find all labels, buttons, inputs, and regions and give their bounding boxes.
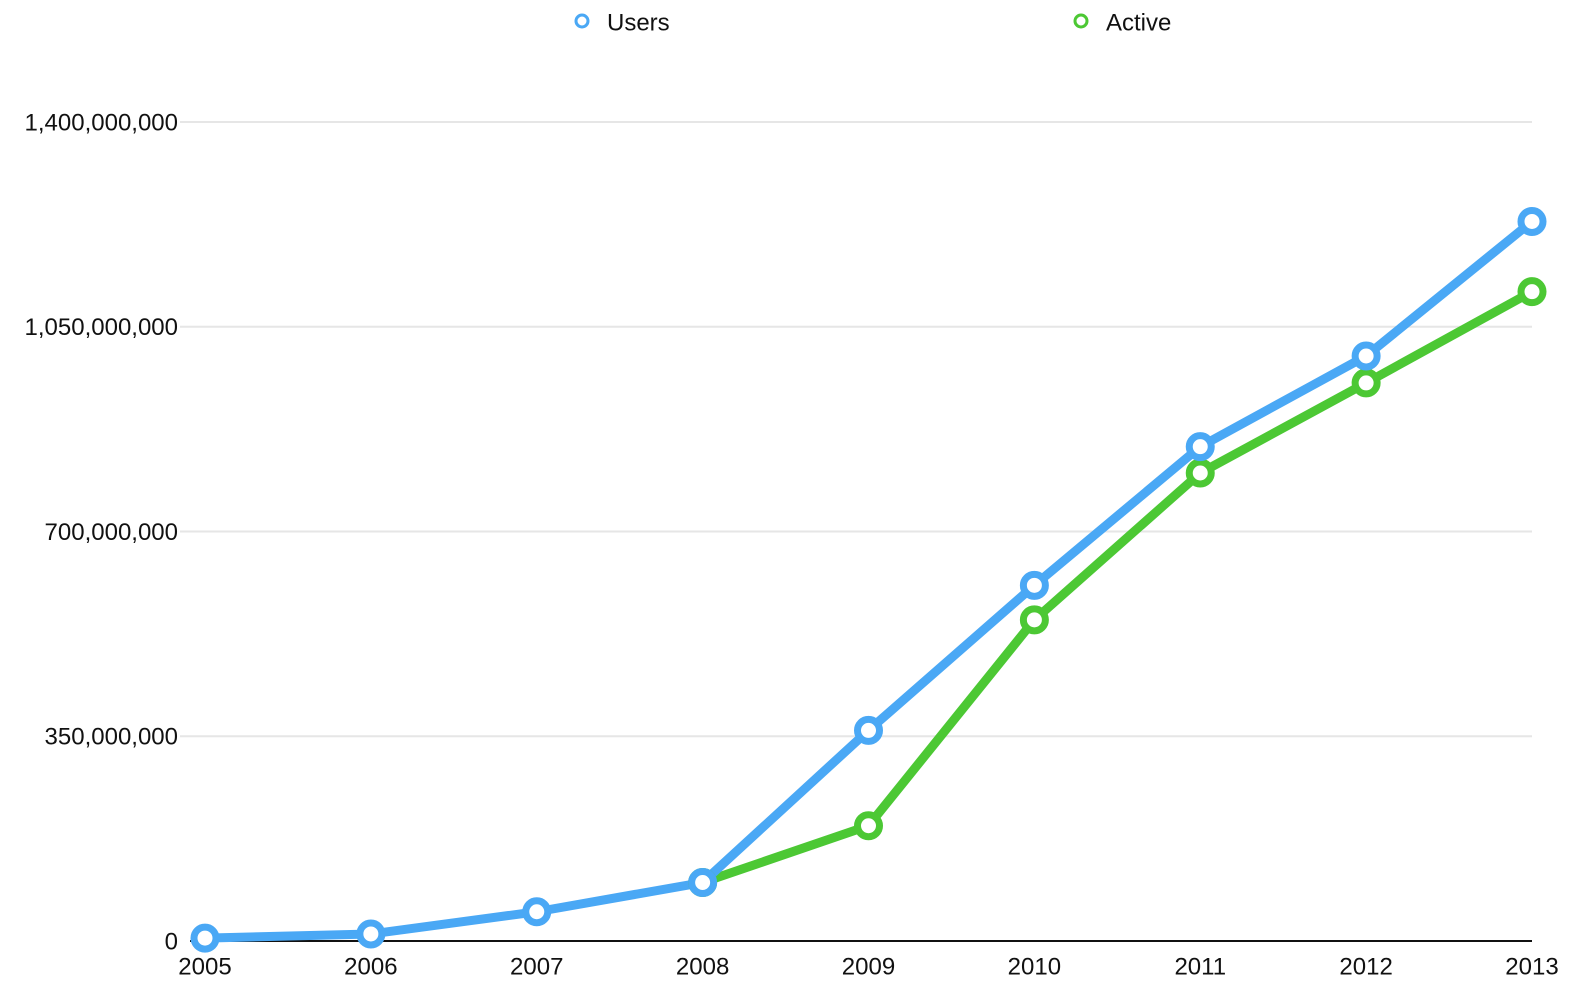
data-point — [1351, 368, 1381, 398]
data-point — [1185, 432, 1215, 462]
data-point — [854, 811, 883, 841]
x-tick-label: 2006 — [344, 953, 397, 980]
data-point — [1517, 277, 1547, 307]
legend-marker — [1073, 13, 1089, 29]
y-tick-label: 0 — [165, 928, 178, 955]
y-tick-label: 1,400,000,000 — [25, 109, 178, 136]
x-tick-label: 2007 — [510, 953, 563, 980]
data-point — [854, 715, 883, 745]
series-line — [698, 287, 1537, 887]
legend-marker — [574, 13, 590, 29]
y-tick-label: 1,050,000,000 — [25, 314, 178, 341]
y-tick-label: 700,000,000 — [45, 519, 178, 546]
x-tick-label: 2005 — [178, 953, 231, 980]
data-point — [1517, 206, 1547, 236]
data-point — [1185, 458, 1215, 488]
x-tick-label: 2012 — [1339, 953, 1392, 980]
y-tick-label: 350,000,000 — [45, 724, 178, 751]
data-point — [688, 868, 718, 897]
x-tick-label: 2008 — [676, 953, 729, 980]
legend-label: Active — [1106, 9, 1171, 36]
x-tick-label: 2009 — [842, 953, 895, 980]
x-tick-label: 2010 — [1008, 953, 1061, 980]
data-point — [1019, 570, 1049, 600]
data-point — [356, 919, 386, 949]
data-point — [522, 897, 552, 927]
x-tick-label: 2011 — [1174, 953, 1226, 980]
data-point — [190, 923, 220, 953]
x-tick-label: 2013 — [1505, 953, 1558, 980]
legend-label: Users — [607, 9, 670, 36]
data-point — [1019, 605, 1049, 635]
data-point — [1351, 341, 1381, 371]
